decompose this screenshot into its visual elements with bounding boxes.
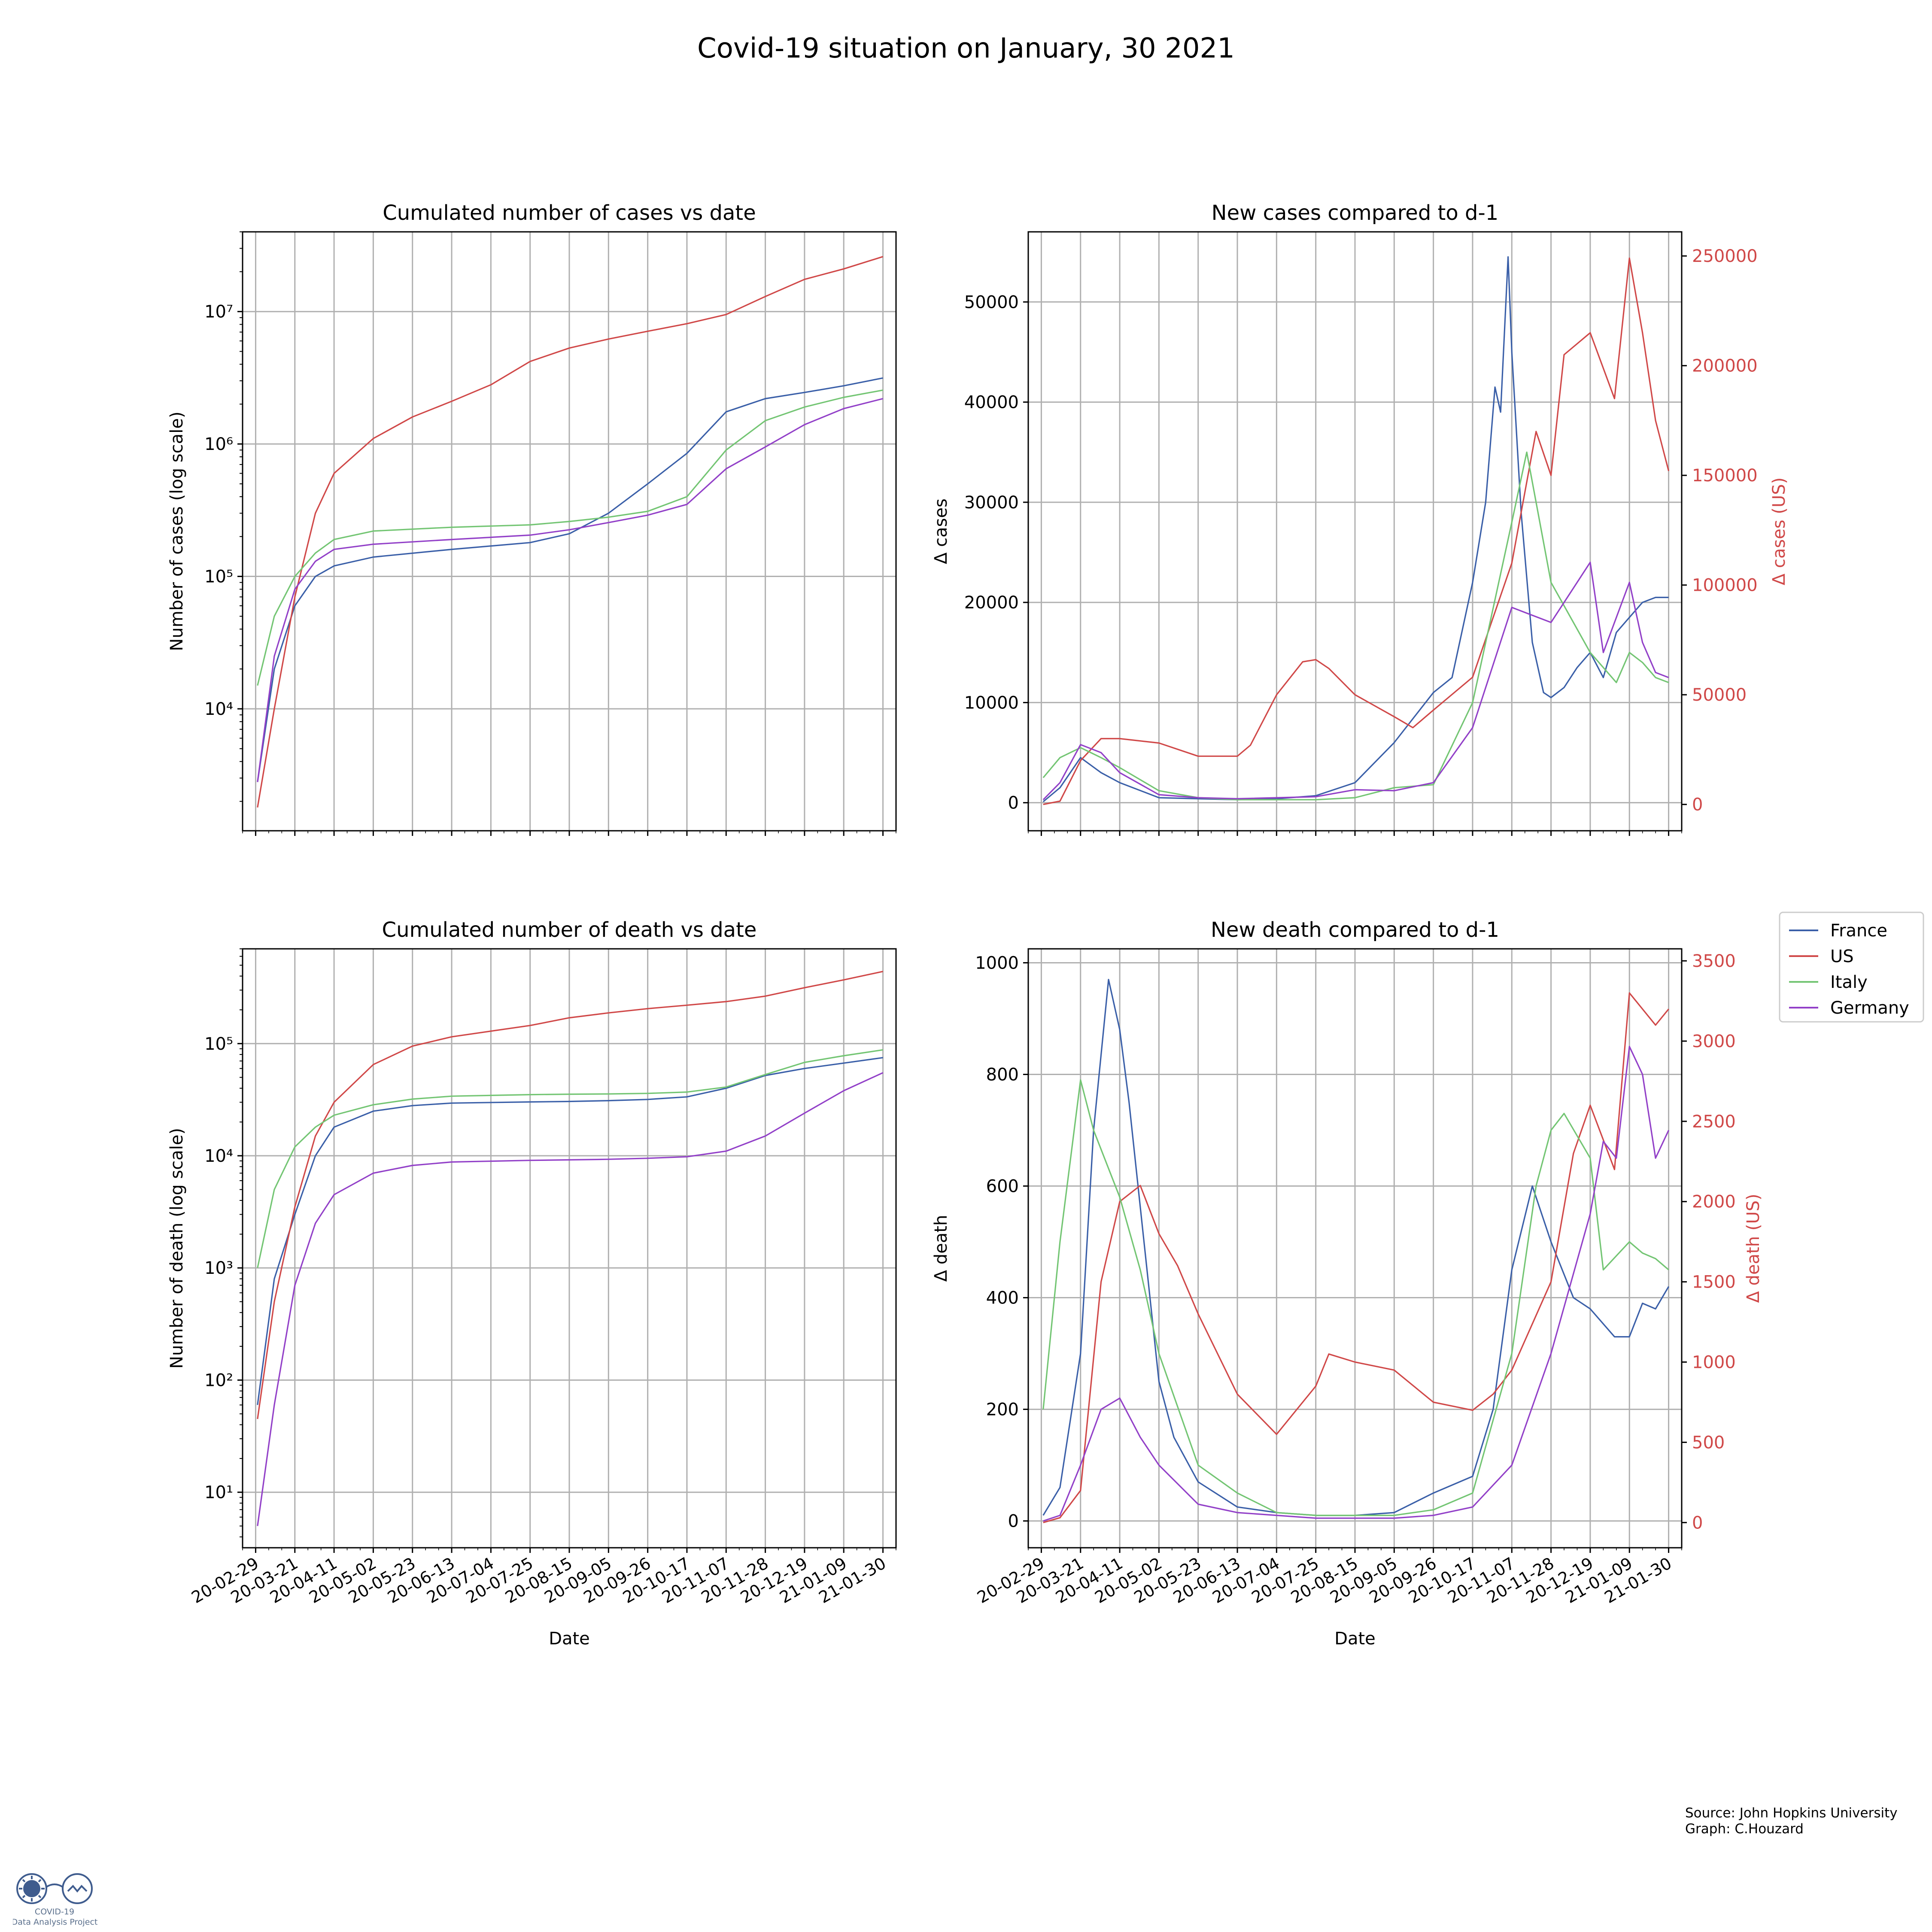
y-axis-label: Number of death (log scale) <box>167 1128 187 1369</box>
series-line-germany <box>257 398 883 782</box>
y-axis-label: Δ cases <box>931 498 951 564</box>
x-axis-label: Date <box>549 1629 590 1649</box>
y-tick-label: 10⁵ <box>204 567 233 587</box>
legend-box <box>1779 911 1924 1023</box>
y2-tick-label: 500 <box>1692 1433 1725 1452</box>
y-tick-label: 10⁴ <box>204 1146 233 1166</box>
source-note: Source: John Hopkins University Graph: C… <box>1685 1805 1898 1837</box>
y2-tick-label: 3500 <box>1692 951 1736 971</box>
y-tick-label: 40000 <box>964 393 1019 413</box>
y-tick-label: 800 <box>986 1065 1019 1085</box>
figure-title: Covid-19 situation on January, 30 2021 <box>697 33 1235 64</box>
series-line-germany <box>257 1072 884 1526</box>
y2-tick-label: 1000 <box>1692 1353 1736 1373</box>
covid-logo: COVID-19 Data Analysis Project <box>13 1873 97 1927</box>
y2-tick-label: 2000 <box>1692 1192 1736 1212</box>
chart-title: Cumulated number of cases vs date <box>383 201 756 225</box>
legend-label-us: US <box>1830 947 1854 966</box>
virus-icon <box>19 1876 45 1902</box>
legend-label-france: France <box>1830 921 1887 941</box>
y2-tick-label: 250000 <box>1692 246 1758 266</box>
chart-cum_cases: Cumulated number of cases vs date 10⁴ 10⁵ 1… <box>167 201 897 836</box>
y2-tick-label: 150000 <box>1692 466 1758 486</box>
y-tick-label: 0 <box>1008 1512 1019 1531</box>
y-axis-label: Number of cases (log scale) <box>167 411 187 651</box>
y-axis-label: Δ death <box>931 1215 951 1282</box>
logo-caption-2: Data Analysis Project <box>13 1917 97 1927</box>
y-tick-label: 10⁶ <box>204 434 233 454</box>
y2-axis-label: Δ cases (US) <box>1769 477 1789 585</box>
series-line-france <box>257 377 883 782</box>
y-tick-label: 50000 <box>964 292 1019 312</box>
chart-new_cases: New cases compared to d-1 0 10000 20000 3000… <box>931 201 1789 836</box>
series-line-us <box>257 256 884 808</box>
legend: France US Italy Germany <box>1779 911 1924 1023</box>
series-line-italy <box>257 1049 883 1268</box>
y2-tick-label: 0 <box>1692 1513 1703 1533</box>
series-line-france <box>1042 978 1669 1516</box>
logo-caption-1: COVID-19 <box>35 1907 74 1917</box>
y-tick-label: 30000 <box>964 493 1019 513</box>
y2-tick-label: 200000 <box>1692 356 1758 376</box>
y-tick-label: 10⁵ <box>204 1034 233 1054</box>
y2-tick-label: 50000 <box>1692 685 1747 705</box>
series-line-us <box>257 971 883 1419</box>
series-line-italy <box>1042 1079 1669 1516</box>
y-tick-label: 1000 <box>975 954 1019 973</box>
y2-tick-label: 2500 <box>1692 1112 1736 1132</box>
y2-tick-label: 0 <box>1692 795 1703 815</box>
series-line-france <box>257 1057 883 1405</box>
y2-tick-label: 100000 <box>1692 576 1758 595</box>
series-line-us <box>1043 992 1669 1523</box>
y-tick-label: 10⁷ <box>204 302 233 322</box>
series-line-germany <box>1043 1045 1670 1522</box>
y-tick-label: 20000 <box>964 593 1019 613</box>
y-tick-label: 0 <box>1008 793 1019 813</box>
y-tick-label: 10⁴ <box>204 699 233 719</box>
series-line-france <box>1042 256 1669 802</box>
y-tick-label: 600 <box>986 1177 1019 1197</box>
series-line-us <box>1043 257 1670 805</box>
y2-tick-label: 1500 <box>1692 1273 1736 1292</box>
y2-axis-label: Δ death (US) <box>1744 1194 1763 1303</box>
y-tick-label: 200 <box>986 1400 1019 1420</box>
y-tick-label: 10² <box>204 1370 233 1390</box>
y-tick-label: 10³ <box>204 1258 233 1278</box>
chart-title: New cases compared to d-1 <box>1212 201 1499 225</box>
y-tick-label: 10000 <box>964 693 1019 713</box>
series-line-germany <box>1042 562 1669 800</box>
y-tick-label: 10¹ <box>204 1483 233 1503</box>
legend-label-italy: Italy <box>1830 972 1868 992</box>
chart-title: Cumulated number of death vs date <box>382 918 757 942</box>
y-tick-label: 400 <box>986 1288 1019 1308</box>
chart-title: New death compared to d-1 <box>1211 918 1499 942</box>
series-line-italy <box>1042 451 1669 801</box>
series-line-italy <box>257 389 883 686</box>
graph-credit-line: Graph: C.Houzard <box>1685 1821 1804 1837</box>
chart-new_death: New death compared to d-1 0 200 400 600 800 10… <box>931 918 1763 1649</box>
legend-label-germany: Germany <box>1830 998 1909 1018</box>
panels: Cumulated number of cases vs date 10⁴ 10⁵ 1… <box>167 201 1789 1649</box>
source-line: Source: John Hopkins University <box>1685 1805 1898 1821</box>
chart-cum_death: Cumulated number of death vs date 10¹ 10² 1… <box>167 918 897 1649</box>
glasses-icon <box>16 1873 93 1904</box>
y2-tick-label: 3000 <box>1692 1032 1736 1051</box>
x-axis-label: Date <box>1334 1629 1376 1649</box>
